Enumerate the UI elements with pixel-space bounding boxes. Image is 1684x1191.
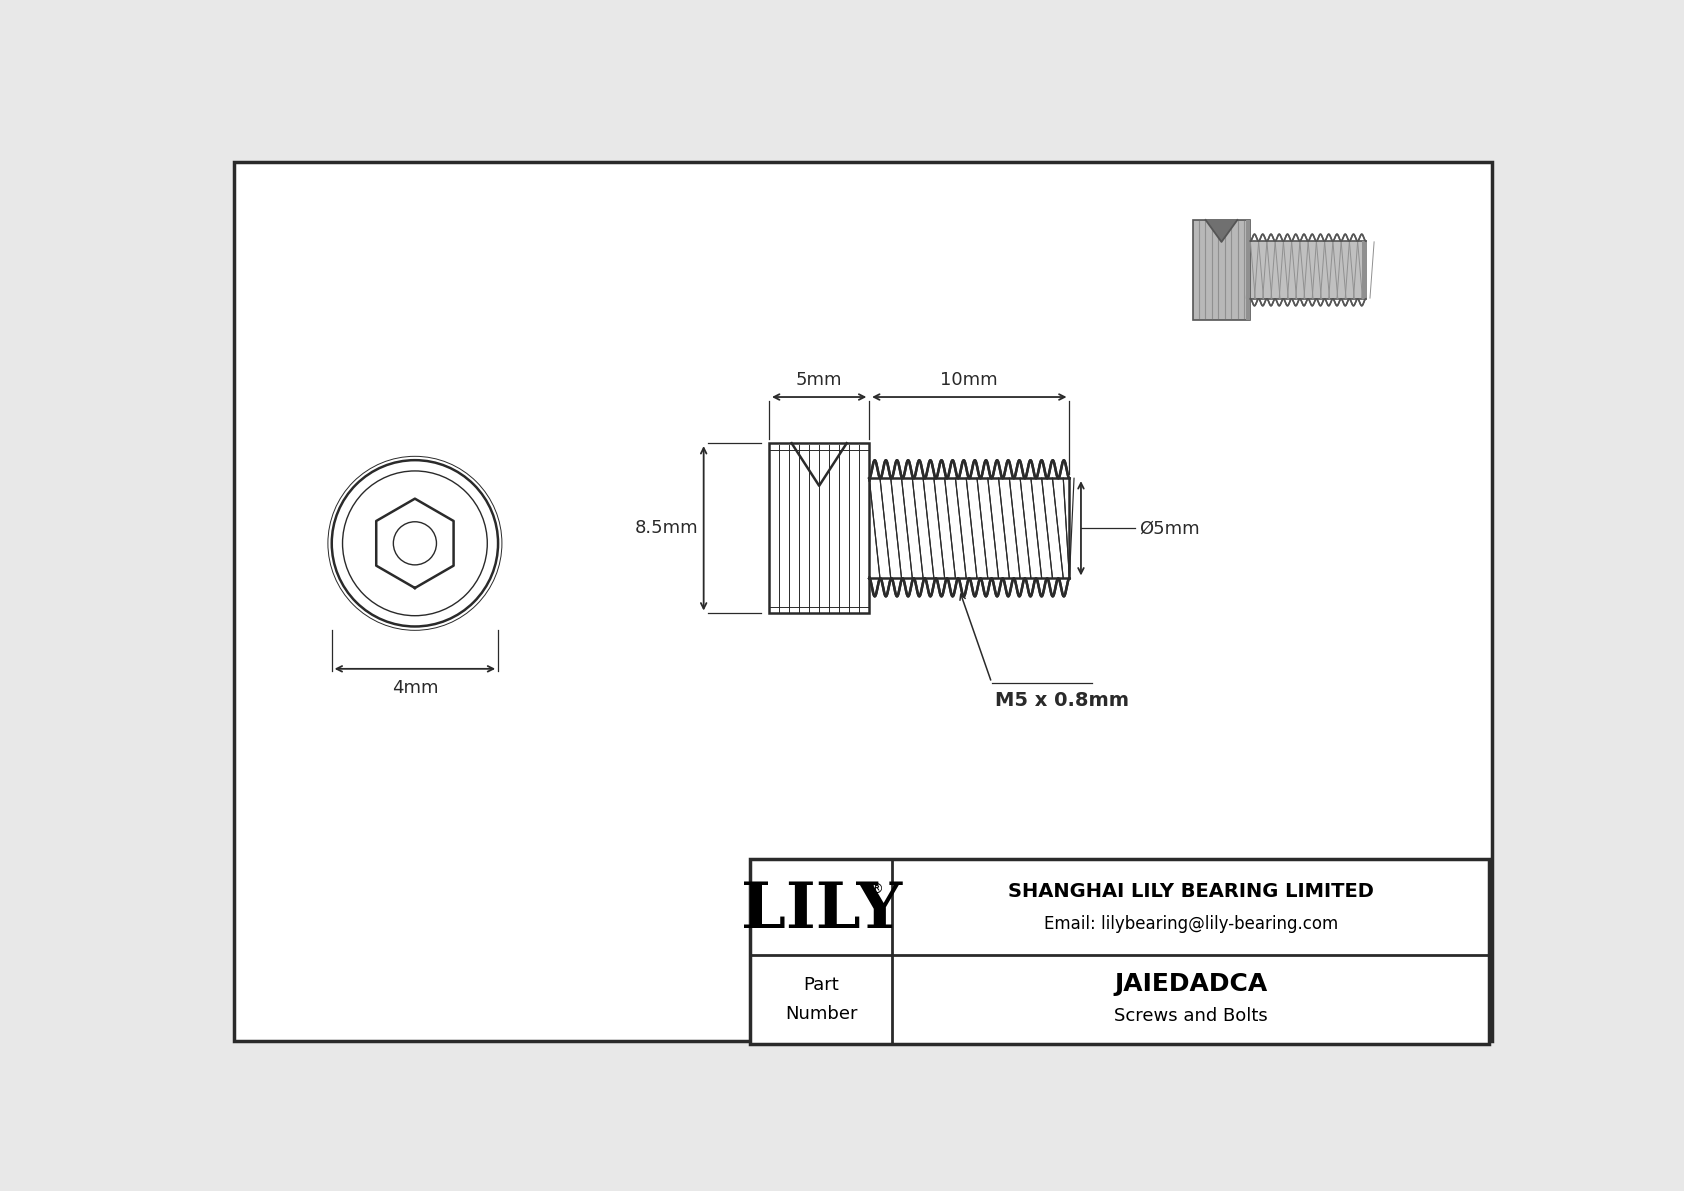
- FancyBboxPatch shape: [234, 162, 1492, 1041]
- Bar: [1246, 220, 1250, 320]
- Bar: [1362, 241, 1366, 299]
- Text: Ø5mm: Ø5mm: [1138, 519, 1199, 537]
- Text: Email: lilybearing@lily-bearing.com: Email: lilybearing@lily-bearing.com: [1044, 915, 1337, 933]
- Text: Screws and Bolts: Screws and Bolts: [1113, 1008, 1268, 1025]
- Circle shape: [332, 460, 498, 626]
- Circle shape: [328, 456, 502, 630]
- Text: 5mm: 5mm: [797, 372, 842, 389]
- Text: Part
Number: Part Number: [785, 975, 857, 1023]
- Bar: [1192, 220, 1250, 320]
- Text: M5 x 0.8mm: M5 x 0.8mm: [995, 691, 1130, 710]
- Bar: [749, 859, 1489, 1043]
- Bar: [871, 479, 1069, 578]
- Circle shape: [342, 470, 487, 616]
- Text: 4mm: 4mm: [392, 679, 438, 697]
- Bar: [1250, 241, 1366, 299]
- Circle shape: [394, 522, 436, 565]
- Text: JAIEDADCA: JAIEDADCA: [1115, 972, 1268, 996]
- Text: SHANGHAI LILY BEARING LIMITED: SHANGHAI LILY BEARING LIMITED: [1007, 883, 1374, 902]
- Bar: [1251, 242, 1366, 298]
- Text: 10mm: 10mm: [940, 372, 999, 389]
- Text: LILY: LILY: [741, 880, 901, 942]
- Text: 8.5mm: 8.5mm: [635, 519, 699, 537]
- Polygon shape: [1206, 220, 1238, 242]
- Text: ®: ®: [869, 884, 884, 897]
- Bar: [770, 443, 869, 613]
